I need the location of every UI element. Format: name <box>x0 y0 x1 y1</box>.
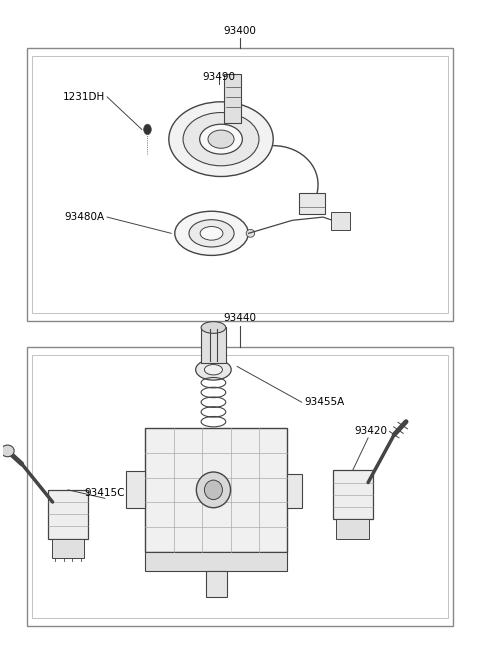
Bar <box>336 519 369 538</box>
Bar <box>224 74 241 123</box>
Bar <box>32 355 448 618</box>
Ellipse shape <box>201 322 226 333</box>
Ellipse shape <box>183 113 259 166</box>
Bar <box>300 193 325 214</box>
Bar <box>288 474 301 508</box>
Text: 93490: 93490 <box>202 73 235 83</box>
Text: 93455A: 93455A <box>304 397 344 407</box>
Ellipse shape <box>189 219 234 247</box>
Ellipse shape <box>1 445 14 457</box>
Ellipse shape <box>204 480 222 500</box>
Ellipse shape <box>246 229 255 237</box>
Ellipse shape <box>200 124 242 154</box>
Text: 93440: 93440 <box>224 312 256 323</box>
Text: 1231DH: 1231DH <box>62 92 105 102</box>
Ellipse shape <box>208 130 234 148</box>
Bar <box>126 472 145 508</box>
Ellipse shape <box>196 472 230 508</box>
Bar <box>52 538 84 558</box>
Ellipse shape <box>169 102 273 176</box>
Ellipse shape <box>196 360 231 380</box>
Bar <box>32 56 448 313</box>
Ellipse shape <box>175 212 248 255</box>
Ellipse shape <box>204 365 222 375</box>
Text: 93400: 93400 <box>224 26 256 36</box>
Text: 93420: 93420 <box>354 426 387 436</box>
Bar <box>201 328 226 364</box>
Text: 93415C: 93415C <box>84 488 125 498</box>
Bar <box>145 428 288 552</box>
Text: 93480A: 93480A <box>65 212 105 222</box>
Ellipse shape <box>200 227 223 240</box>
Circle shape <box>144 124 151 135</box>
Bar <box>206 571 227 597</box>
Bar <box>331 212 350 230</box>
Bar <box>333 470 373 519</box>
Bar <box>26 48 454 321</box>
Ellipse shape <box>169 102 273 176</box>
Bar <box>145 552 288 571</box>
Bar <box>26 347 454 626</box>
Bar <box>48 490 88 538</box>
